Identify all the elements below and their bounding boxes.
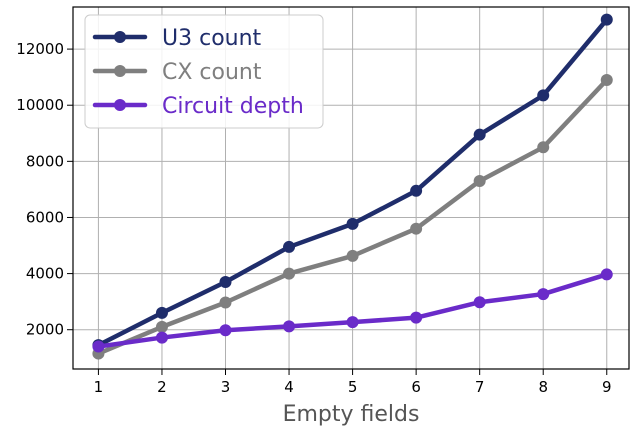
data-point: [346, 217, 359, 230]
x-tick-label: 4: [284, 378, 294, 396]
data-point: [346, 316, 359, 329]
data-point: [219, 296, 232, 309]
y-tick-label: 12000: [16, 40, 64, 58]
data-point: [537, 89, 550, 102]
data-point: [600, 73, 613, 86]
legend-box: [84, 14, 324, 129]
data-point: [283, 240, 296, 253]
series-1: [92, 73, 613, 360]
data-point: [155, 306, 168, 319]
legend-swatch-marker: [114, 65, 126, 77]
data-point: [537, 288, 550, 301]
y-axis: 2000 4000 6000 8000 10000 12000: [16, 40, 73, 339]
x-axis-label: Empty fields: [283, 402, 420, 426]
data-point: [537, 141, 550, 154]
data-point: [410, 311, 423, 324]
x-tick-label: 9: [602, 378, 612, 396]
legend-swatch-marker: [114, 99, 126, 111]
data-point: [219, 276, 232, 289]
x-tick-label: 2: [157, 378, 167, 396]
x-tick-label: 7: [475, 378, 485, 396]
data-point: [155, 320, 168, 333]
data-point: [600, 13, 613, 26]
data-point: [346, 249, 359, 262]
series-2: [92, 268, 613, 353]
x-tick-label: 5: [348, 378, 358, 396]
data-point: [219, 324, 232, 337]
plot-frame: [72, 6, 630, 370]
y-tick-label: 8000: [26, 152, 64, 170]
y-tick-label: 2000: [26, 321, 64, 339]
data-point: [283, 320, 296, 333]
data-point: [473, 174, 486, 187]
data-point: [473, 296, 486, 309]
legend: U3 count CX count Circuit depth: [84, 14, 324, 129]
y-tick-label: 4000: [26, 265, 64, 283]
data-point: [283, 267, 296, 280]
series-layer: [92, 13, 613, 360]
data-point: [473, 128, 486, 141]
data-point: [155, 331, 168, 344]
data-point: [410, 184, 423, 197]
y-tick-label: 10000: [16, 96, 64, 114]
data-point: [92, 340, 105, 353]
y-tick-label: 6000: [26, 208, 64, 226]
x-tick-label: 8: [538, 378, 548, 396]
data-point: [410, 222, 423, 235]
x-tick-label: 3: [221, 378, 231, 396]
x-axis: 1 2 3 4 5 6 7 8 9: [94, 369, 612, 396]
data-point: [600, 268, 613, 281]
x-tick-label: 1: [94, 378, 104, 396]
legend-label: CX count: [162, 60, 262, 85]
legend-swatch-marker: [114, 31, 126, 43]
legend-label: U3 count: [162, 26, 262, 51]
x-tick-label: 6: [411, 378, 421, 396]
legend-label: Circuit depth: [162, 94, 304, 119]
